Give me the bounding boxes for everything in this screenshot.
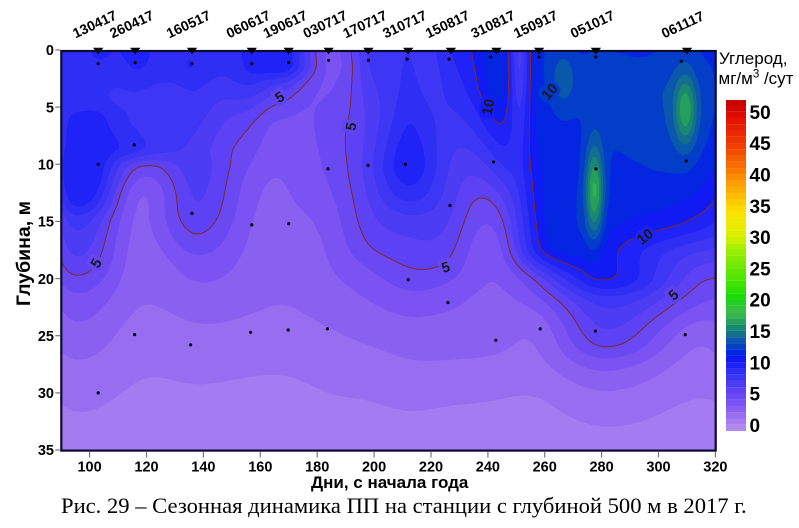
- svg-text:160: 160: [248, 459, 272, 475]
- svg-text:10: 10: [38, 158, 54, 174]
- svg-text:220: 220: [419, 459, 443, 475]
- svg-text:15: 15: [750, 322, 772, 343]
- svg-text:30: 30: [38, 386, 54, 402]
- svg-text:280: 280: [589, 459, 613, 475]
- svg-text:10: 10: [750, 353, 771, 374]
- svg-text:25: 25: [750, 259, 772, 280]
- svg-text:10: 10: [480, 98, 499, 117]
- svg-text:Дни, с начала года: Дни, с начала года: [311, 473, 469, 492]
- svg-text:50: 50: [750, 103, 771, 124]
- svg-text:300: 300: [646, 459, 670, 475]
- svg-text:260: 260: [533, 459, 557, 475]
- svg-text:25: 25: [38, 329, 54, 345]
- svg-text:5: 5: [750, 385, 761, 406]
- svg-text:200: 200: [362, 459, 386, 475]
- svg-text:140: 140: [191, 459, 215, 475]
- svg-text:Углерод,: Углерод,: [719, 49, 787, 68]
- svg-text:мг/м3 /сут: мг/м3 /сут: [719, 69, 794, 88]
- svg-text:30: 30: [750, 228, 771, 249]
- svg-text:5: 5: [46, 100, 54, 116]
- svg-text:0: 0: [750, 416, 761, 437]
- svg-text:15: 15: [38, 215, 54, 231]
- svg-text:120: 120: [134, 459, 158, 475]
- svg-text:100: 100: [77, 459, 101, 475]
- svg-text:20: 20: [38, 272, 54, 288]
- svg-text:45: 45: [750, 134, 772, 155]
- svg-text:20: 20: [750, 291, 771, 312]
- svg-text:35: 35: [38, 443, 54, 459]
- svg-text:40: 40: [750, 166, 771, 187]
- svg-text:0: 0: [46, 43, 54, 59]
- svg-text:35: 35: [750, 197, 772, 218]
- svg-text:320: 320: [703, 459, 727, 475]
- svg-text:Рис. 29 – Сезонная динамика ПП: Рис. 29 – Сезонная динамика ПП на станци…: [61, 493, 747, 518]
- svg-text:180: 180: [305, 459, 329, 475]
- svg-text:Глубина, м: Глубина, м: [13, 201, 35, 306]
- svg-text:240: 240: [476, 459, 500, 475]
